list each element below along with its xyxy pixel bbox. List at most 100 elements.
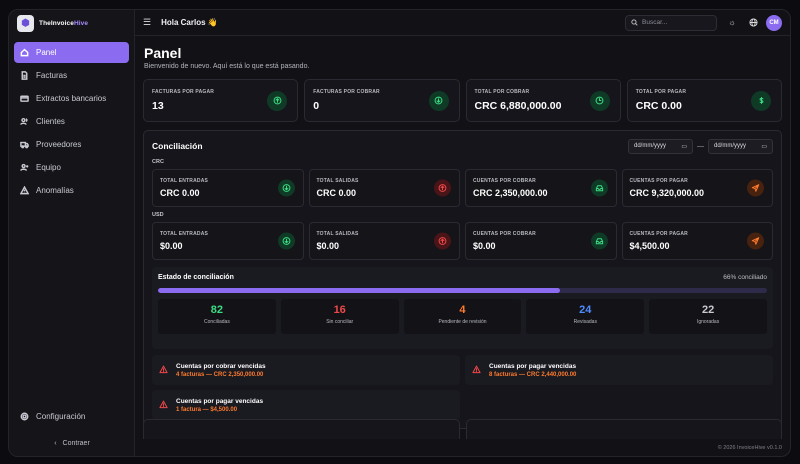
- date-separator: —: [697, 142, 704, 150]
- overdue-alert[interactable]: Cuentas por cobrar vencidas 4 facturas — …: [152, 355, 460, 385]
- status-percent: 66% conciliado: [723, 274, 767, 281]
- summary-card-label: TOTAL SALIDAS: [316, 231, 359, 237]
- bank-card-icon: [20, 95, 29, 102]
- currency-cards-row: TOTAL ENTRADAS CRC 0.00 TOTAL SALIDAS CRC 0…: [152, 169, 773, 207]
- summary-card-label: TOTAL ENTRADAS: [160, 231, 209, 237]
- search-input[interactable]: Buscar...: [625, 14, 717, 31]
- arrow-down-circle-icon: [277, 232, 295, 250]
- summary-card-value: CRC 0.00: [160, 188, 200, 198]
- send-icon: [747, 179, 764, 197]
- topbar: ☰ Hola Carlos 👋 Buscar... ☼ CM: [135, 10, 790, 36]
- inbox-icon: [590, 232, 608, 250]
- avatar[interactable]: CM: [766, 14, 782, 31]
- warning-icon: [159, 400, 169, 411]
- stat-label: Pendiente de revisión: [438, 319, 487, 325]
- sidebar-item-equipo[interactable]: Equipo: [14, 157, 129, 178]
- language-globe-icon[interactable]: [747, 17, 759, 29]
- collapse-label: Contraer: [62, 440, 90, 447]
- stat-value: 22: [701, 304, 715, 316]
- kpi-card: TOTAL POR PAGAR CRC 0.00: [626, 79, 782, 122]
- kpi-value: CRC 0.00: [635, 100, 682, 112]
- app-window: ⬢ TheInvoiceHive Panel Facturas Extractos …: [8, 9, 791, 457]
- sidebar-item-settings[interactable]: Configuración: [14, 406, 129, 427]
- summary-card: CUENTAS POR COBRAR $0.00: [465, 222, 617, 260]
- hive-logo-icon: ⬢: [17, 14, 34, 32]
- page-subtitle: Bienvenido de nuevo. Aquí está lo que es…: [144, 63, 310, 70]
- kpi-label: FACTURAS POR PAGAR: [152, 89, 215, 95]
- kpi-value: 13: [152, 100, 164, 112]
- currency-label: CRC: [152, 159, 164, 165]
- truck-icon: [20, 141, 29, 149]
- summary-card-label: TOTAL ENTRADAS: [160, 178, 209, 184]
- greeting: Hola Carlos 👋: [161, 18, 218, 27]
- summary-card: TOTAL SALIDAS $0.00: [308, 222, 460, 260]
- summary-card: CUENTAS POR PAGAR $4,500.00: [621, 222, 773, 260]
- alert-title: Cuentas por cobrar vencidas: [176, 362, 266, 370]
- reconciliation-status: Estado de conciliación 66% conciliado 82…: [152, 267, 773, 349]
- summary-card-label: CUENTAS POR PAGAR: [629, 231, 688, 237]
- brand-name: TheInvoiceHive: [39, 19, 89, 27]
- sidebar-item-clientes[interactable]: Clientes: [14, 111, 129, 132]
- overdue-alert[interactable]: Cuentas por pagar vencidas 1 factura — $4…: [152, 390, 460, 420]
- kpi-row: FACTURAS POR PAGAR 13 FACTURAS POR COBRAR 0…: [143, 79, 782, 122]
- warning-icon: [20, 186, 29, 195]
- status-stat: 22 Ignoradas: [649, 299, 767, 334]
- summary-card: CUENTAS POR PAGAR CRC 9,320,000.00: [621, 169, 773, 207]
- brand-logo[interactable]: ⬢ TheInvoiceHive: [9, 10, 134, 36]
- sidebar-item-facturas[interactable]: Facturas: [14, 65, 129, 86]
- overdue-alert[interactable]: Cuentas por pagar vencidas 8 facturas — C…: [465, 355, 773, 385]
- stat-value: 4: [459, 304, 466, 316]
- menu-icon[interactable]: ☰: [143, 17, 152, 27]
- page-title: Panel: [144, 45, 182, 61]
- card-placeholder: [465, 419, 782, 439]
- reconciliation-title: Conciliación: [152, 141, 203, 151]
- sidebar-item-label: Configuración: [36, 412, 86, 421]
- sidebar-item-label: Clientes: [36, 117, 65, 126]
- arrow-up-circle-icon: [434, 232, 451, 250]
- sidebar-nav: Panel Facturas Extractos bancarios Clientes…: [9, 42, 134, 201]
- status-stat: 24 Revisadas: [526, 299, 645, 334]
- sidebar-item-label: Facturas: [36, 71, 68, 80]
- progress-fill: [158, 288, 560, 293]
- users-icon: [20, 117, 28, 125]
- stat-label: Sin conciliar: [326, 319, 354, 325]
- kpi-label: TOTAL POR COBRAR: [474, 89, 530, 95]
- sidebar-item-anomalías[interactable]: Anomalías: [14, 180, 129, 201]
- sidebar-item-label: Anomalías: [36, 186, 74, 195]
- gear-icon: [20, 412, 29, 421]
- theme-toggle-sun-icon[interactable]: ☼: [728, 18, 736, 27]
- home-icon: [20, 48, 29, 57]
- date-to-field[interactable]: dd/mm/yyyy ▭: [708, 138, 773, 154]
- alert-title: Cuentas por pagar vencidas: [176, 397, 264, 405]
- sidebar-item-label: Panel: [36, 48, 57, 57]
- stat-value: 16: [333, 304, 346, 316]
- stat-label: Ignoradas: [696, 319, 720, 325]
- kpi-card: FACTURAS POR COBRAR 0: [304, 79, 460, 122]
- collapse-button[interactable]: ‹ Contraer: [9, 440, 135, 447]
- currency-label: USD: [152, 212, 164, 218]
- sidebar-item-extractos-bancarios[interactable]: Extractos bancarios: [14, 88, 129, 109]
- kpi-card: TOTAL POR COBRAR CRC 6,880,000.00: [465, 79, 621, 122]
- inbox-icon: [590, 179, 608, 197]
- document-icon: [21, 71, 28, 80]
- sidebar-item-label: Equipo: [36, 163, 61, 172]
- status-stat: 4 Pendiente de revisión: [403, 299, 522, 334]
- arrow-down-circle-icon: [277, 179, 295, 197]
- sidebar-item-proveedores[interactable]: Proveedores: [14, 134, 129, 155]
- dollar-icon: [751, 90, 771, 111]
- user-plus-icon: [20, 163, 29, 171]
- summary-card-value: $0.00: [160, 241, 183, 251]
- date-from-field[interactable]: dd/mm/yyyy ▭: [628, 138, 693, 154]
- calendar-icon: ▭: [681, 143, 687, 150]
- sidebar: ⬢ TheInvoiceHive Panel Facturas Extractos …: [9, 10, 135, 456]
- status-stat: 82 Conciliadas: [158, 299, 276, 334]
- stat-label: Revisadas: [573, 319, 597, 325]
- alert-detail: 8 facturas — CRC 2,440,000.00: [489, 371, 577, 378]
- reconciliation-progress-bar: [158, 288, 767, 293]
- summary-card-value: CRC 0.00: [316, 188, 357, 198]
- arrow-up-circle-icon: [267, 90, 288, 111]
- sidebar-item-panel[interactable]: Panel: [14, 42, 129, 63]
- alerts-grid: Cuentas por cobrar vencidas 4 facturas — …: [152, 355, 773, 420]
- summary-card-label: CUENTAS POR PAGAR: [629, 178, 688, 184]
- footer-text: © 2026 InvoiceHive v0.1.0: [717, 445, 782, 451]
